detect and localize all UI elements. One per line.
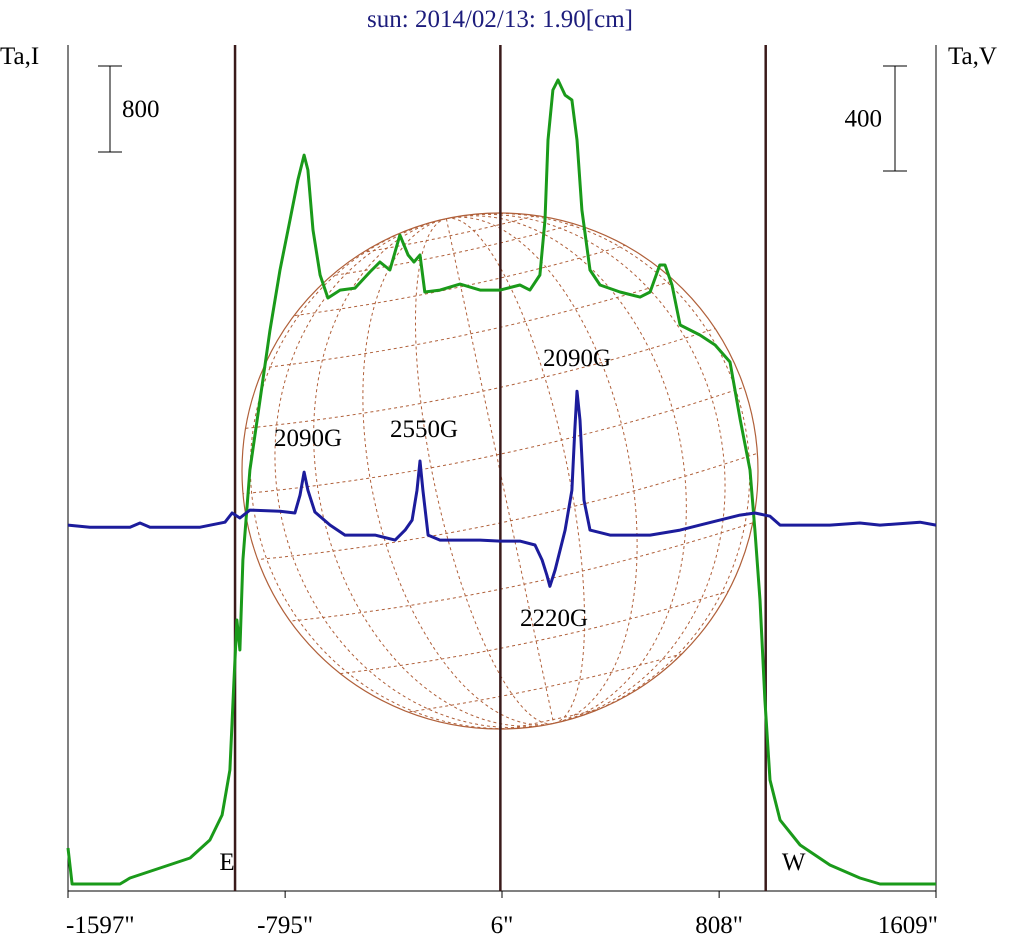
meridian [446,217,586,724]
meridian [313,218,554,727]
x-tick-label: -795" [257,912,313,939]
annotation: 2090G [543,345,611,372]
x-tick-label: 6" [491,912,514,939]
x-tick-label: -1597" [66,912,135,939]
meridian [446,215,687,724]
chart-title: sun: 2014/02/13: 1.90[cm] [367,6,633,33]
parallel [227,322,733,431]
meridian [446,216,638,724]
meridian [414,218,554,725]
parallel [194,166,700,276]
scale-bar-label: 400 [845,105,883,132]
parallel [290,618,796,727]
meridian [362,218,554,726]
series-line [67,389,937,588]
y2-axis-label: Ta,V [948,43,997,70]
parallel [255,452,760,561]
x-tick-label: 808" [695,912,743,939]
x-tick-label: 1609" [878,912,938,939]
marker-label: W [782,849,806,876]
annotation: 2550G [390,416,458,443]
scale-bar-label: 800 [122,96,160,123]
meridian [446,212,751,724]
annotation: 2090G [274,425,342,452]
annotation: 2220G [520,605,588,632]
series-line [66,78,936,886]
parallel [198,184,704,293]
parallel [280,572,786,681]
meridian [249,218,554,730]
parallel [268,515,774,624]
parallel [241,386,746,495]
meridian [274,218,554,729]
y-axis-label: Ta,I [0,43,39,70]
meridian [446,213,726,724]
marker-label: E [219,849,234,876]
